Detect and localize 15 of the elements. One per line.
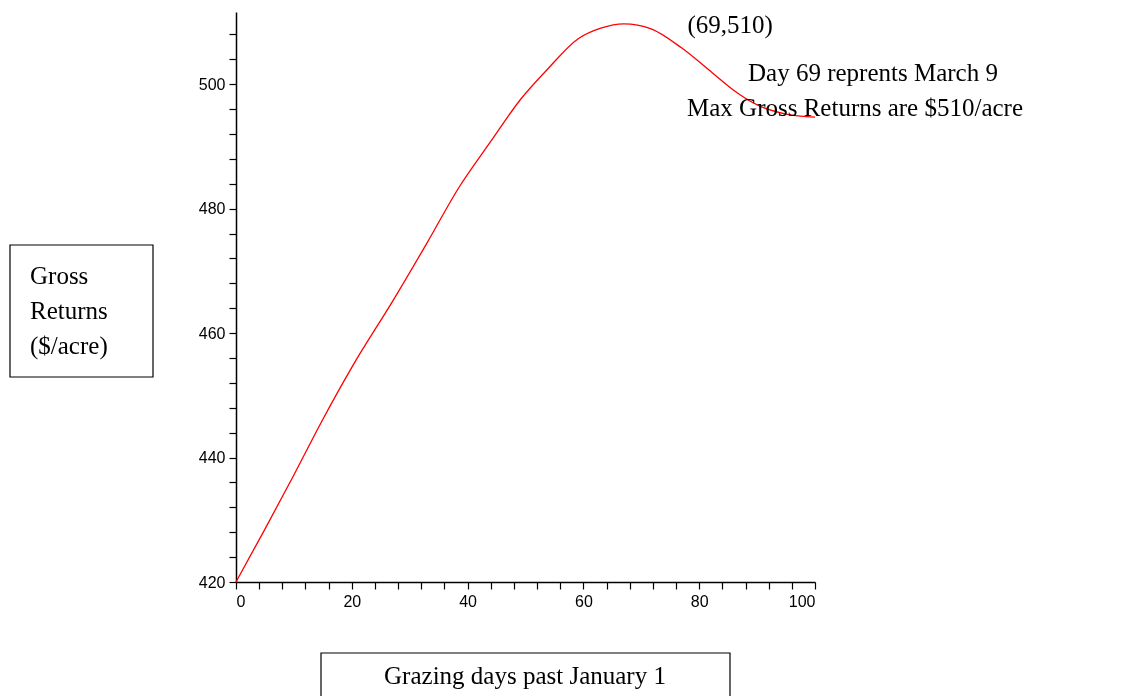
x-axis-title: Grazing days past January 1: [384, 662, 666, 689]
y-axis-title: Gross Returns ($/acre): [30, 262, 108, 360]
x-tick-label: 100: [788, 592, 816, 610]
y-tick-label: 480: [198, 200, 226, 218]
x-tick-label: 80: [690, 592, 709, 610]
y-tick-label: 440: [198, 449, 226, 467]
y-tick-label: 420: [198, 573, 226, 591]
annotation: (69,510): [687, 10, 773, 39]
annotation: Day 69 reprents March 9: [748, 59, 998, 86]
x-tick-label: 60: [575, 592, 593, 610]
x-tick-label: 20: [343, 592, 362, 610]
y-tick-label: 500: [198, 75, 226, 93]
x-tick-label: 0: [236, 592, 246, 610]
x-tick-label: 40: [459, 592, 478, 610]
y-tick-label: 460: [198, 324, 226, 342]
